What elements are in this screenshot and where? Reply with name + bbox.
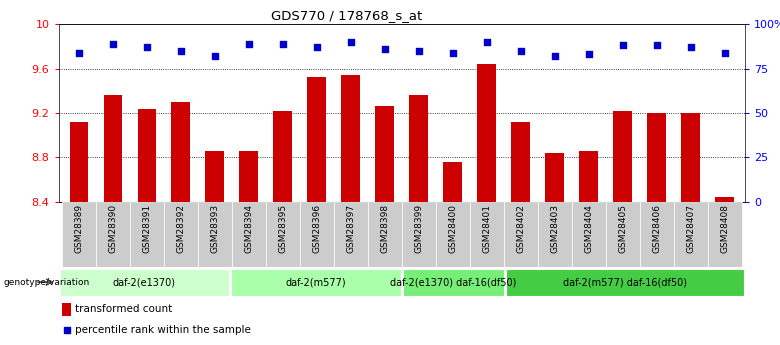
Point (651, 43, 663, 48)
Bar (402, 268, 504, 296)
Bar (477, 64, 496, 202)
Bar (137, 109, 156, 202)
Text: GSM28396: GSM28396 (312, 204, 321, 253)
Point (378, 46, 391, 52)
Point (514, 48, 526, 53)
Bar (647, 113, 666, 202)
Bar (62, 202, 96, 267)
Bar (205, 151, 224, 202)
Bar (681, 113, 700, 202)
Bar (69, 122, 88, 202)
Text: GSM28405: GSM28405 (618, 204, 627, 253)
Bar (537, 202, 572, 267)
Point (446, 50, 459, 55)
Bar (239, 151, 258, 202)
Point (310, 45, 323, 50)
Text: percentile rank within the sample: percentile rank within the sample (75, 325, 250, 335)
Bar (640, 202, 674, 267)
Point (548, 53, 561, 59)
Text: GSM28402: GSM28402 (516, 204, 525, 253)
Point (413, 48, 425, 53)
Bar (605, 202, 640, 267)
Text: daf-2(e1370): daf-2(e1370) (113, 277, 176, 287)
Text: GSM28393: GSM28393 (211, 204, 219, 253)
Point (107, 41, 119, 47)
Text: GSM28397: GSM28397 (346, 204, 355, 253)
Point (277, 41, 289, 47)
Bar (505, 268, 744, 296)
Bar (129, 202, 164, 267)
Point (345, 39, 357, 45)
Point (243, 41, 255, 47)
Bar (172, 102, 190, 202)
Text: GSM28398: GSM28398 (380, 204, 389, 253)
Bar (470, 202, 504, 267)
Point (616, 43, 629, 48)
Bar (342, 75, 360, 202)
Text: GSM28406: GSM28406 (652, 204, 661, 253)
Bar (266, 202, 300, 267)
Point (60, 328, 73, 333)
Bar (62, 303, 71, 316)
Text: transformed count: transformed count (75, 304, 172, 314)
Bar (300, 202, 334, 267)
Bar (613, 111, 632, 202)
Text: daf-2(m577) daf-16(df50): daf-2(m577) daf-16(df50) (563, 277, 686, 287)
Point (718, 50, 731, 55)
Bar (715, 197, 734, 202)
Point (208, 53, 221, 59)
Bar (232, 202, 266, 267)
Bar (674, 202, 707, 267)
Bar (104, 95, 122, 202)
Bar (334, 202, 367, 267)
Text: GSM28407: GSM28407 (686, 204, 695, 253)
Point (140, 45, 153, 50)
Bar (580, 151, 598, 202)
Text: GSM28391: GSM28391 (142, 204, 151, 253)
Point (175, 48, 187, 53)
Text: daf-2(e1370) daf-16(df50): daf-2(e1370) daf-16(df50) (390, 277, 516, 287)
Bar (545, 153, 564, 202)
Bar (443, 162, 462, 202)
Text: GSM28399: GSM28399 (414, 204, 424, 253)
Bar (307, 78, 326, 202)
Bar (504, 202, 537, 267)
Bar (96, 202, 129, 267)
Text: GSM28401: GSM28401 (482, 204, 491, 253)
Text: GSM28389: GSM28389 (74, 204, 83, 253)
Point (684, 45, 697, 50)
Bar (375, 106, 394, 202)
Bar (572, 202, 605, 267)
Point (73, 50, 85, 55)
Bar (402, 202, 436, 267)
Text: GSM28404: GSM28404 (584, 204, 593, 253)
Bar (511, 122, 530, 202)
Bar (410, 95, 428, 202)
Title: GDS770 / 178768_s_at: GDS770 / 178768_s_at (271, 9, 423, 22)
Text: genotype/variation: genotype/variation (4, 277, 90, 287)
Bar (231, 268, 401, 296)
Bar (164, 202, 198, 267)
Bar (367, 202, 402, 267)
Bar (707, 202, 742, 267)
Bar (59, 268, 229, 296)
Point (583, 52, 595, 57)
Text: GSM28395: GSM28395 (278, 204, 287, 253)
Text: GSM28390: GSM28390 (108, 204, 117, 253)
Text: daf-2(m577): daf-2(m577) (285, 277, 346, 287)
Bar (274, 111, 292, 202)
Point (480, 39, 493, 45)
Bar (436, 202, 470, 267)
Text: GSM28400: GSM28400 (448, 204, 457, 253)
Text: GSM28392: GSM28392 (176, 204, 186, 253)
Text: GSM28394: GSM28394 (244, 204, 254, 253)
Text: GSM28408: GSM28408 (720, 204, 729, 253)
Bar (198, 202, 232, 267)
Text: GSM28403: GSM28403 (550, 204, 559, 253)
